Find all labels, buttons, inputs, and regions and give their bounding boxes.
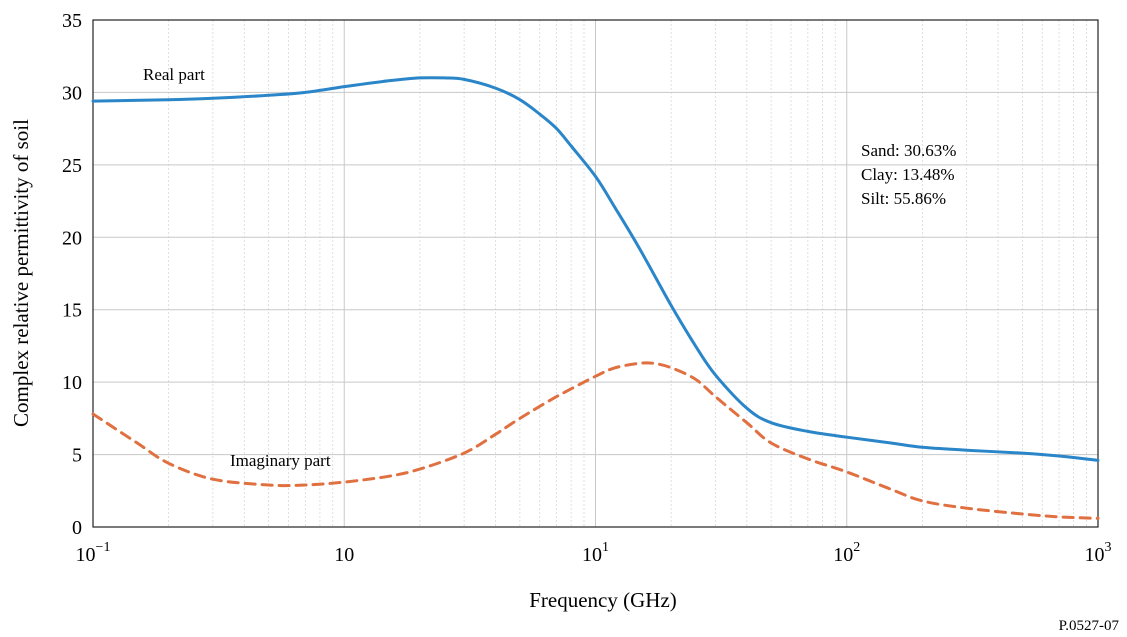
real-part-line	[91, 76, 1100, 462]
y-tick-labels: 0 5 10 15 20 25 30 35	[62, 10, 82, 539]
imaginary-part-line	[91, 361, 1100, 520]
series-lines	[91, 76, 1100, 520]
composition-sand: Sand: 30.63%	[861, 141, 956, 160]
x-tick-label: 102	[833, 540, 860, 566]
y-tick-label: 20	[62, 227, 82, 249]
imaginary-part-label: Imaginary part	[230, 451, 331, 470]
y-tick-label: 25	[62, 155, 82, 177]
y-axis-label: Complex relative permittivity of soil	[9, 119, 33, 427]
y-tick-label: 0	[72, 517, 82, 539]
x-axis-label: Frequency (GHz)	[529, 588, 677, 612]
y-tick-label: 30	[62, 82, 82, 104]
x-tick-label: 10−1	[76, 540, 111, 566]
composition-silt: Silt: 55.86%	[861, 189, 946, 208]
y-tick-label: 15	[62, 300, 82, 322]
plot-frame	[92, 19, 1099, 528]
figure-id: P.0527-07	[1059, 618, 1120, 634]
y-tick-label: 5	[72, 445, 82, 467]
real-part-label: Real part	[143, 65, 205, 84]
y-tick-label: 10	[62, 372, 82, 394]
composition-clay: Clay: 13.48%	[861, 165, 955, 184]
x-tick-label: 101	[582, 540, 609, 566]
x-tick-label: 10	[334, 544, 354, 566]
x-tick-label: 103	[1085, 540, 1112, 566]
y-tick-label: 35	[62, 10, 82, 32]
minor-gridlines	[168, 20, 1087, 527]
x-tick-labels: 10−1 10 101 102 103	[76, 540, 1112, 566]
